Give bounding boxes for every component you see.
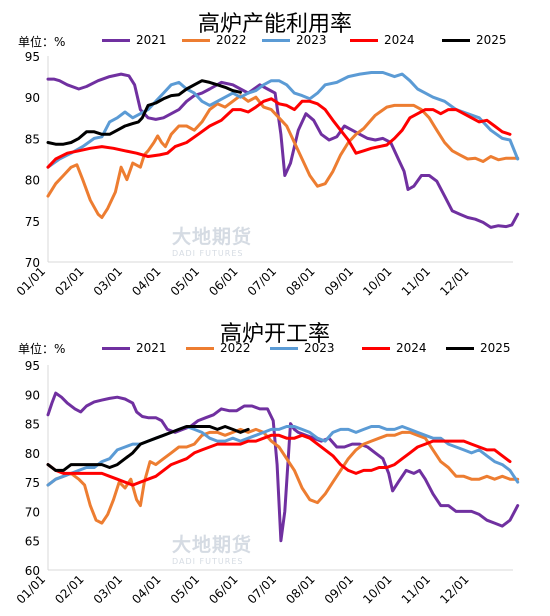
legend-item-2021: 2021 xyxy=(102,341,167,355)
x-tick-label: 05/01 xyxy=(168,572,202,606)
x-tick-label: 04/01 xyxy=(129,572,163,606)
y-tick-label: 80 xyxy=(25,447,40,461)
legend-item-2022: 2022 xyxy=(186,341,251,355)
x-tick-label: 10/01 xyxy=(360,264,394,298)
x-tick-label: 05/01 xyxy=(168,264,202,298)
watermark-en: DADI FUTURES xyxy=(172,557,244,566)
x-tick-label: 02/01 xyxy=(52,264,86,298)
unit-label: 单位：% xyxy=(18,35,66,49)
legend-item-2024: 2024 xyxy=(350,33,415,47)
y-tick-label: 80 xyxy=(25,174,40,188)
legend-item-2021: 2021 xyxy=(102,33,167,47)
chart-title: 高炉产能利用率 xyxy=(197,12,352,37)
watermark-logo: 大地期货 DADI FUTURES xyxy=(172,222,252,258)
x-tick-label: 12/01 xyxy=(437,572,471,606)
y-tick-label: 65 xyxy=(25,535,40,549)
y-tick-label: 85 xyxy=(25,132,40,146)
x-tick-label: 04/01 xyxy=(129,264,163,298)
y-tick-label: 75 xyxy=(25,476,40,490)
series-line-2024 xyxy=(46,433,512,487)
x-tick-label: 07/01 xyxy=(245,264,279,298)
y-tick-label: 70 xyxy=(25,256,40,270)
watermark-cn: 大地期货 xyxy=(172,534,253,556)
x-tick-label: 03/01 xyxy=(91,264,125,298)
x-tick-label: 09/01 xyxy=(322,572,356,606)
x-tick-label: 10/01 xyxy=(360,572,394,606)
y-tick-label: 75 xyxy=(25,215,40,229)
x-tick-label: 11/01 xyxy=(399,572,433,606)
x-tick-label: 11/01 xyxy=(399,264,433,298)
x-tick-label: 09/01 xyxy=(322,264,356,298)
y-tick-label: 90 xyxy=(25,91,40,105)
legend-item-2025: 2025 xyxy=(446,341,511,355)
series-line-2021 xyxy=(46,391,520,543)
x-tick-label: 07/01 xyxy=(245,572,279,606)
watermark-cn: 大地期货 xyxy=(172,226,253,248)
legend-item-2022: 2022 xyxy=(182,33,247,47)
series-line-2025 xyxy=(46,425,250,472)
series-line-2023 xyxy=(46,71,520,169)
y-tick-label: 90 xyxy=(25,388,40,402)
y-tick-label: 95 xyxy=(25,359,40,373)
series-line-2022 xyxy=(46,94,520,219)
legend-item-2024: 2024 xyxy=(362,341,427,355)
unit-label: 单位：% xyxy=(18,342,66,356)
legend-item-2023: 2023 xyxy=(270,341,335,355)
y-tick-label: 95 xyxy=(25,50,40,64)
x-tick-label: 03/01 xyxy=(91,572,125,606)
x-tick-label: 06/01 xyxy=(206,572,240,606)
watermark-en: DADI FUTURES xyxy=(172,249,244,258)
x-tick-label: 02/01 xyxy=(52,572,86,606)
y-tick-label: 60 xyxy=(25,564,40,578)
series-line-2021 xyxy=(46,72,520,229)
y-tick-label: 70 xyxy=(25,505,40,519)
x-tick-label: 08/01 xyxy=(283,572,317,606)
series-line-2024 xyxy=(46,97,512,169)
series-line-2025 xyxy=(46,79,242,146)
chart-title: 高炉开工率 xyxy=(219,322,330,347)
legend-item-2025: 2025 xyxy=(442,33,507,47)
y-tick-label: 85 xyxy=(25,418,40,432)
x-tick-label: 06/01 xyxy=(206,264,240,298)
legend-item-2023: 2023 xyxy=(262,33,327,47)
series-line-2023 xyxy=(46,425,520,487)
chart-panel-capacity-utilization: 高炉产能利用率 单位：% 2021 2022 2023 2024 2025 大地… xyxy=(14,12,520,299)
x-tick-label: 12/01 xyxy=(437,264,471,298)
chart-panel-operating-rate: 高炉开工率 单位：% 2021 2022 2023 2024 2025 大地期货… xyxy=(0,308,550,616)
x-tick-label: 08/01 xyxy=(283,264,317,298)
watermark-logo: 大地期货 DADI FUTURES xyxy=(172,530,252,566)
